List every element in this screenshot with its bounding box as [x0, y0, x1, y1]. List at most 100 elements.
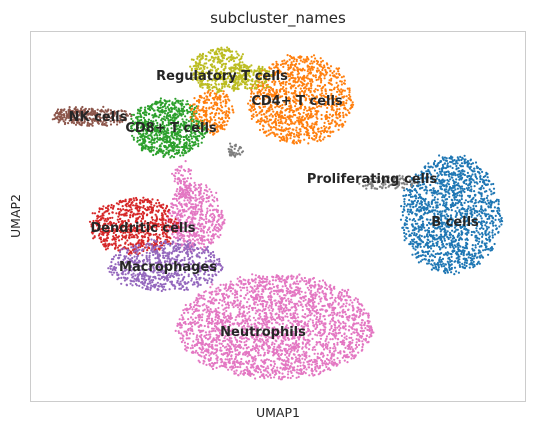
cell-point [481, 235, 484, 238]
cell-point [185, 184, 188, 187]
cell-point [222, 316, 225, 319]
cell-point [178, 234, 181, 237]
cell-point [310, 369, 314, 372]
cell-point [311, 337, 314, 340]
cell-point [251, 329, 254, 332]
cell-point [269, 359, 273, 363]
cell-point [215, 366, 218, 369]
cell-point [171, 172, 174, 175]
cell-point [240, 321, 243, 324]
cell-point [231, 287, 235, 290]
cell-point [117, 254, 121, 257]
cell-point [196, 309, 199, 312]
cell-point [208, 220, 211, 223]
cell-point [253, 347, 256, 351]
cell-point [292, 332, 295, 336]
cell-point [226, 338, 229, 341]
cell-point [338, 359, 341, 362]
cell-point [194, 316, 197, 319]
cell-point [347, 308, 350, 312]
cell-point [210, 322, 213, 325]
cell-point [234, 355, 238, 358]
cell-point [289, 312, 292, 315]
cell-point [180, 204, 183, 207]
cell-point [367, 316, 370, 319]
cell-point [252, 373, 255, 376]
cell-point [181, 279, 184, 282]
cell-point [183, 281, 186, 284]
cell-point [301, 372, 304, 375]
cell-point [191, 344, 194, 347]
cell-point [120, 282, 123, 285]
cell-point [222, 283, 225, 286]
cell-point [104, 248, 108, 251]
cell-point [268, 320, 271, 323]
cell-point [199, 236, 202, 240]
cell-point [213, 214, 216, 217]
cell-point [272, 289, 276, 292]
cell-point [191, 346, 194, 349]
cell-point [294, 347, 298, 350]
cell-point [187, 328, 190, 331]
cell-point [272, 367, 275, 370]
cell-point [266, 365, 269, 368]
cell-point [262, 299, 266, 302]
cell-point [318, 356, 321, 360]
cell-point [224, 326, 227, 329]
cell-point [334, 300, 337, 303]
cell-point [340, 334, 343, 337]
cell-point [261, 332, 264, 335]
cell-point [355, 329, 358, 332]
cell-point [215, 293, 218, 296]
cell-point [131, 243, 134, 246]
cell-point [307, 301, 310, 304]
cell-point [211, 327, 214, 330]
cell-point [255, 335, 258, 338]
cell-point [199, 283, 202, 286]
cell-point [176, 188, 179, 191]
cell-point [118, 218, 121, 221]
cell-point [136, 235, 139, 238]
cell-point [320, 285, 323, 288]
cell-point [295, 330, 298, 333]
cell-point [265, 321, 268, 324]
cell-point [213, 322, 216, 325]
cell-point [332, 301, 335, 304]
cell-point [204, 278, 207, 281]
cell-point [284, 338, 287, 341]
cell-point [199, 323, 202, 327]
cell-point [291, 322, 294, 325]
cell-point [210, 317, 214, 320]
cell-point [151, 247, 154, 250]
cell-point [315, 343, 318, 346]
cell-point [211, 205, 214, 208]
cell-point [182, 180, 185, 183]
cell-point [325, 337, 328, 340]
cell-point [158, 254, 162, 257]
cell-point [353, 298, 356, 302]
cell-point [312, 305, 315, 308]
cell-point [296, 365, 299, 368]
cell-point [310, 363, 313, 366]
cell-point [198, 305, 201, 308]
cell-point [155, 202, 158, 205]
cell-point [98, 210, 101, 213]
cell-point [102, 238, 106, 241]
cell-point [353, 331, 356, 334]
cell-point [311, 309, 314, 312]
cell-point [354, 347, 357, 350]
cell-point [266, 275, 269, 279]
cell-point [271, 350, 274, 353]
cell-point [149, 200, 152, 203]
cell-point [308, 355, 311, 358]
cell-point [206, 228, 210, 231]
cell-point [304, 291, 307, 294]
cell-point [200, 296, 203, 299]
cell-point [313, 360, 316, 363]
cell-point [155, 283, 158, 286]
cell-point [197, 208, 200, 211]
cell-point [148, 247, 151, 250]
cell-point [129, 214, 132, 217]
cell-point [321, 290, 324, 293]
cell-point [355, 338, 358, 341]
